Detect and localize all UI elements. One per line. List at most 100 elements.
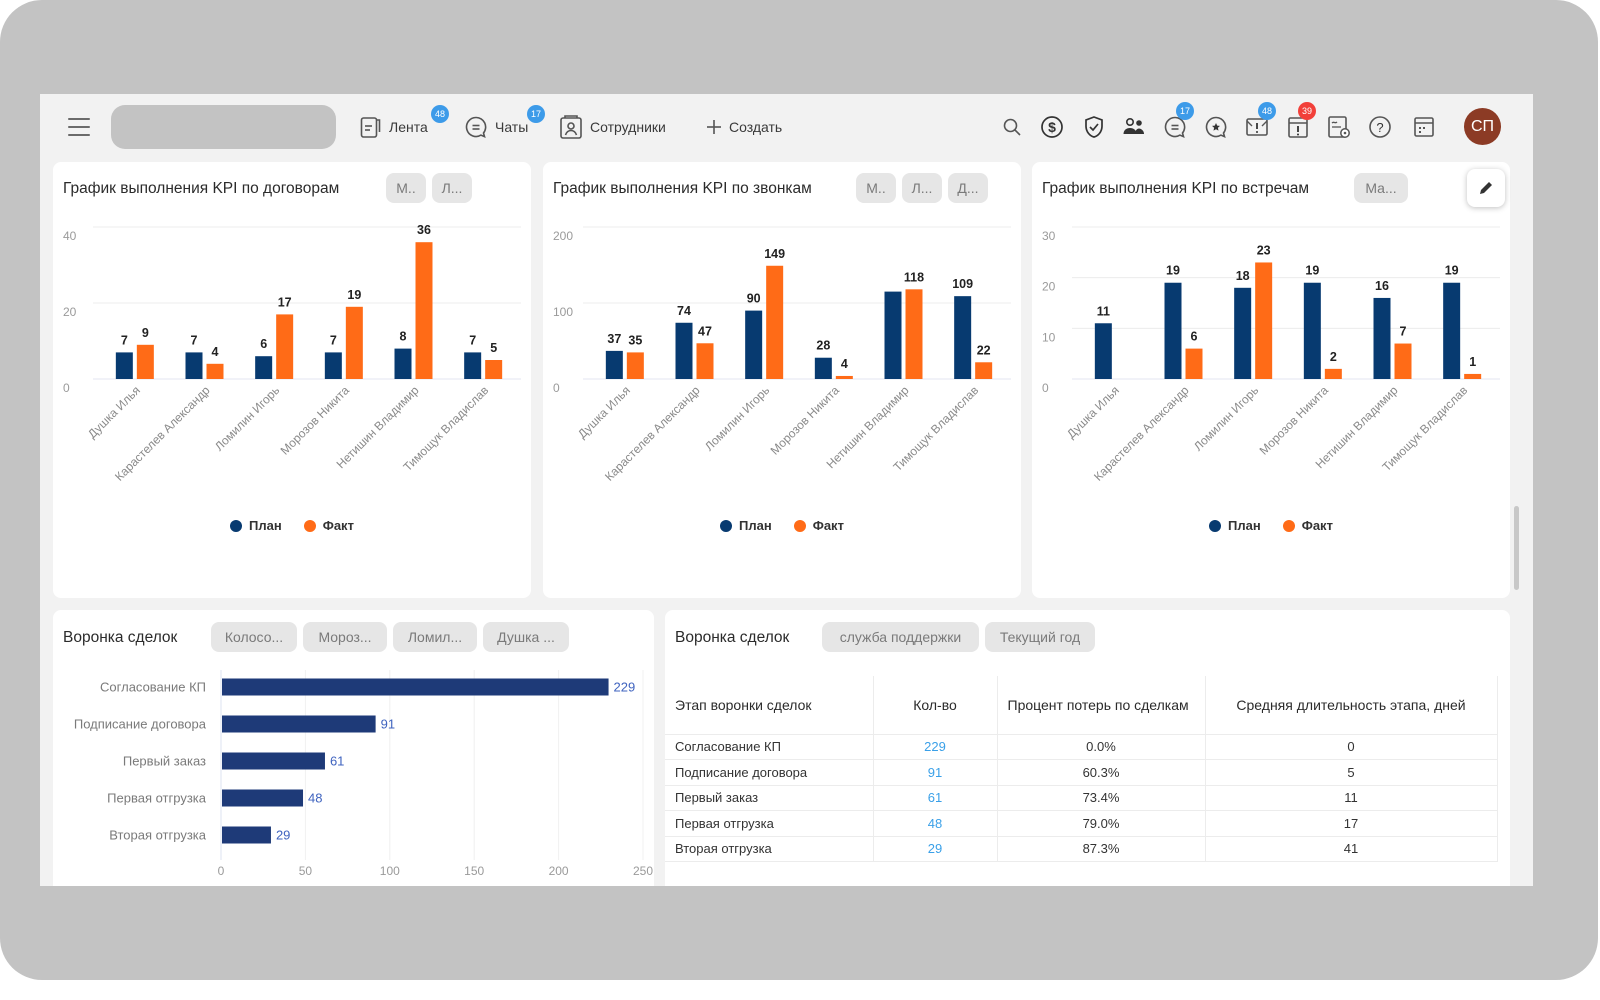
stage-cell: Первая отгрузка [665, 810, 874, 837]
filter-chip[interactable]: Ломил... [393, 622, 477, 652]
filter-chip[interactable]: служба поддержки [822, 622, 979, 652]
fact-bar[interactable] [905, 289, 923, 379]
fact-bar[interactable] [485, 360, 503, 379]
plan-bar[interactable] [954, 296, 972, 379]
nav-create[interactable]: Создать [706, 112, 782, 142]
funnel-bar[interactable] [222, 752, 325, 770]
chat-icon[interactable]: 17 [1162, 102, 1194, 140]
plan-bar[interactable] [814, 357, 832, 379]
filter-chip[interactable]: Л... [902, 173, 942, 203]
fact-bar[interactable] [206, 363, 224, 379]
funnel-bar[interactable] [222, 678, 609, 696]
shield-check-icon[interactable] [1081, 114, 1107, 140]
document-settings-icon[interactable] [1326, 114, 1352, 140]
help-icon[interactable]: ? [1367, 114, 1393, 140]
plan-bar[interactable] [185, 352, 203, 379]
nav-employees[interactable]: Сотрудники [559, 112, 666, 142]
legend-fact[interactable]: Факт [303, 518, 354, 533]
nav-feed[interactable]: Лента 48 [360, 105, 449, 142]
alert-window-icon[interactable]: 39 [1285, 102, 1316, 140]
fact-bar[interactable] [1394, 343, 1412, 379]
filter-chip[interactable]: Ма... [1354, 173, 1408, 203]
menu-icon[interactable] [68, 118, 90, 136]
fact-bar[interactable] [415, 242, 433, 379]
table-row[interactable]: Вторая отгрузка 29 87.3% 41 [665, 835, 1498, 862]
table-row[interactable]: Согласование КП 229 0.0% 0 [665, 733, 1498, 760]
table-row[interactable]: Подписание договора 91 60.3% 5 [665, 759, 1498, 786]
plan-bar[interactable] [1303, 282, 1321, 379]
plan-bar[interactable] [394, 348, 412, 379]
plan-bar[interactable] [255, 356, 273, 379]
data-label: 74 [677, 304, 691, 318]
legend-plan[interactable]: План [720, 518, 772, 533]
filter-chip[interactable]: Мороз... [303, 622, 387, 652]
legend-fact[interactable]: Факт [1282, 518, 1333, 533]
column-header[interactable]: Процент потерь по сделкам [997, 676, 1206, 734]
fact-bar[interactable] [626, 352, 644, 379]
star-chat-icon[interactable] [1203, 114, 1229, 140]
plan-bar[interactable] [884, 291, 902, 379]
count-cell[interactable]: 29 [873, 835, 998, 862]
legend-plan[interactable]: План [1209, 518, 1261, 533]
filter-chip[interactable]: Колосо... [211, 622, 297, 652]
plan-bar[interactable] [675, 322, 693, 379]
funnel-bar[interactable] [222, 715, 376, 733]
scrollbar[interactable] [1514, 506, 1519, 590]
data-label: 19 [1445, 264, 1459, 278]
fact-bar[interactable] [835, 375, 853, 379]
column-header[interactable]: Средняя длительность этапа, дней [1205, 676, 1498, 734]
count-cell[interactable]: 61 [873, 784, 998, 811]
avatar[interactable]: СП [1464, 108, 1501, 145]
fact-bar[interactable] [766, 265, 784, 379]
edit-button[interactable] [1467, 169, 1505, 207]
fact-bar[interactable] [696, 343, 714, 379]
legend-plan[interactable]: План [230, 518, 282, 533]
fact-bar[interactable] [1185, 348, 1203, 379]
users-icon[interactable] [1121, 114, 1147, 140]
plan-bar[interactable] [1443, 282, 1461, 379]
plan-bar[interactable] [115, 352, 133, 379]
plan-bar[interactable] [1234, 287, 1252, 379]
legend-fact-label: Факт [812, 518, 844, 533]
plan-bar[interactable] [1094, 323, 1112, 379]
fact-bar[interactable] [975, 362, 993, 379]
funnel-bar[interactable] [222, 826, 271, 844]
nav-chats[interactable]: Чаты 17 [464, 105, 545, 142]
count-cell[interactable]: 91 [873, 759, 998, 786]
legend-plan-label: План [249, 518, 282, 533]
search-icon[interactable] [999, 114, 1025, 140]
column-header[interactable]: Этап воронки сделок [665, 676, 874, 734]
column-header[interactable]: Кол-во [873, 676, 998, 734]
filter-chip[interactable]: Д... [948, 173, 988, 203]
plan-bar[interactable] [464, 352, 482, 379]
filter-chip[interactable]: Л... [432, 173, 472, 203]
fact-bar[interactable] [1324, 368, 1342, 379]
funnel-chart-card: Воронка сделок Колосо... Мороз... Ломил.… [53, 610, 654, 886]
table-row[interactable]: Первый заказ 61 73.4% 11 [665, 784, 1498, 811]
plan-bar[interactable] [324, 352, 342, 379]
chart-legend: План Факт [53, 518, 531, 533]
fact-bar[interactable] [1464, 373, 1482, 379]
plan-bar[interactable] [1164, 282, 1182, 379]
data-label: 17 [278, 295, 292, 309]
table-row[interactable]: Первая отгрузка 48 79.0% 17 [665, 810, 1498, 837]
fact-bar[interactable] [276, 314, 294, 379]
filter-chip[interactable]: Душка ... [483, 622, 569, 652]
count-cell[interactable]: 229 [873, 733, 998, 760]
filter-chip[interactable]: Текущий год [985, 622, 1095, 652]
plan-bar[interactable] [605, 350, 623, 379]
mail-alert-icon[interactable]: 48 [1244, 102, 1276, 140]
legend-fact[interactable]: Факт [793, 518, 844, 533]
plan-bar[interactable] [1373, 297, 1391, 379]
filter-chip[interactable]: М.. [386, 173, 426, 203]
search-field[interactable] [111, 105, 336, 149]
fact-bar[interactable] [345, 306, 363, 379]
plan-bar[interactable] [745, 310, 763, 379]
calendar-icon[interactable] [1411, 114, 1437, 140]
fact-bar[interactable] [1255, 262, 1273, 379]
filter-chip[interactable]: М.. [856, 173, 896, 203]
fact-bar[interactable] [136, 344, 154, 379]
count-cell[interactable]: 48 [873, 810, 998, 837]
dollar-icon[interactable]: $ [1039, 114, 1065, 140]
funnel-bar[interactable] [222, 789, 304, 807]
